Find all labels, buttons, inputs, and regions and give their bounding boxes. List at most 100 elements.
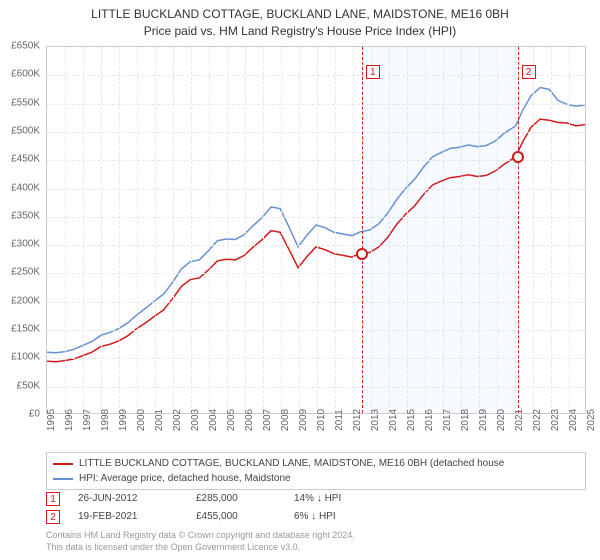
legend-row: LITTLE BUCKLAND COTTAGE, BUCKLAND LANE, …: [53, 456, 579, 471]
x-tick-label: 1997: [82, 409, 93, 431]
x-tick-label: 2001: [154, 409, 165, 431]
transaction-dot: [356, 248, 368, 260]
x-tick-label: 2004: [208, 409, 219, 431]
transaction-price: £285,000: [196, 490, 276, 508]
copyright-block: Contains HM Land Registry data © Crown c…: [46, 530, 355, 553]
grid-line-v: [173, 47, 174, 413]
x-tick-label: 2010: [316, 409, 327, 431]
title-line2: Price paid vs. HM Land Registry's House …: [0, 23, 600, 40]
x-tick-label: 2000: [136, 409, 147, 431]
y-tick-label: £100K: [11, 352, 40, 363]
legend-swatch: [53, 478, 73, 480]
y-axis: £0£50K£100K£150K£200K£250K£300K£350K£400…: [0, 46, 44, 414]
chart-container: LITTLE BUCKLAND COTTAGE, BUCKLAND LANE, …: [0, 0, 600, 560]
y-tick-label: £550K: [11, 97, 40, 108]
transaction-row: 1 26-JUN-2012 £285,000 14% ↓ HPI: [46, 490, 586, 508]
transaction-row: 2 19-FEB-2021 £455,000 6% ↓ HPI: [46, 508, 586, 526]
grid-line-v: [191, 47, 192, 413]
grid-line-v: [317, 47, 318, 413]
marker-line: [518, 47, 519, 413]
marker-label-box: 2: [522, 65, 536, 79]
transaction-diff: 6% ↓ HPI: [294, 508, 336, 526]
x-tick-label: 2016: [424, 409, 435, 431]
marker-line: [362, 47, 363, 413]
x-tick-label: 2023: [550, 409, 561, 431]
y-tick-label: £0: [29, 409, 40, 420]
grid-line-v: [569, 47, 570, 413]
transaction-date: 26-JUN-2012: [78, 490, 178, 508]
x-tick-label: 2014: [388, 409, 399, 431]
grid-line-v: [101, 47, 102, 413]
x-axis: 1995199619971998199920002001200220032004…: [46, 416, 586, 456]
x-tick-label: 2015: [406, 409, 417, 431]
transaction-diff: 14% ↓ HPI: [294, 490, 341, 508]
grid-line-v: [227, 47, 228, 413]
x-tick-label: 2018: [460, 409, 471, 431]
grid-line-v: [155, 47, 156, 413]
x-tick-label: 2024: [568, 409, 579, 431]
grid-line-v: [263, 47, 264, 413]
x-tick-label: 2005: [226, 409, 237, 431]
y-tick-label: £300K: [11, 239, 40, 250]
x-tick-label: 2021: [514, 409, 525, 431]
x-tick-label: 2002: [172, 409, 183, 431]
grid-line-v: [209, 47, 210, 413]
y-tick-label: £400K: [11, 182, 40, 193]
x-tick-label: 2022: [532, 409, 543, 431]
x-tick-label: 2017: [442, 409, 453, 431]
x-tick-label: 2003: [190, 409, 201, 431]
marker-label-box: 1: [366, 65, 380, 79]
grid-line-v: [335, 47, 336, 413]
legend-row: HPI: Average price, detached house, Maid…: [53, 471, 579, 486]
legend-label: HPI: Average price, detached house, Maid…: [79, 471, 291, 486]
x-tick-label: 2006: [244, 409, 255, 431]
x-tick-label: 1996: [64, 409, 75, 431]
title-line1: LITTLE BUCKLAND COTTAGE, BUCKLAND LANE, …: [0, 6, 600, 23]
grid-line-v: [353, 47, 354, 413]
grid-line-v: [245, 47, 246, 413]
x-tick-label: 1999: [118, 409, 129, 431]
transactions-table: 1 26-JUN-2012 £285,000 14% ↓ HPI 2 19-FEB-202…: [46, 490, 586, 526]
x-tick-label: 1995: [46, 409, 57, 431]
x-tick-label: 2019: [478, 409, 489, 431]
grid-line-v: [551, 47, 552, 413]
y-tick-label: £500K: [11, 125, 40, 136]
y-tick-label: £200K: [11, 295, 40, 306]
transaction-index-box: 2: [46, 510, 60, 524]
transaction-dot: [512, 151, 524, 163]
x-tick-label: 2009: [298, 409, 309, 431]
x-tick-label: 2007: [262, 409, 273, 431]
grid-line-v: [83, 47, 84, 413]
transaction-index-box: 1: [46, 492, 60, 506]
x-tick-label: 2008: [280, 409, 291, 431]
x-tick-label: 2025: [586, 409, 597, 431]
transaction-date: 19-FEB-2021: [78, 508, 178, 526]
grid-line-v: [65, 47, 66, 413]
x-tick-label: 2013: [370, 409, 381, 431]
y-tick-label: £600K: [11, 69, 40, 80]
y-tick-label: £450K: [11, 154, 40, 165]
y-tick-label: £350K: [11, 210, 40, 221]
copyright-line1: Contains HM Land Registry data © Crown c…: [46, 530, 355, 542]
shaded-region: [362, 47, 518, 413]
grid-line-v: [281, 47, 282, 413]
x-tick-label: 2020: [496, 409, 507, 431]
grid-line-v: [137, 47, 138, 413]
x-tick-label: 1998: [100, 409, 111, 431]
legend-box: LITTLE BUCKLAND COTTAGE, BUCKLAND LANE, …: [46, 452, 586, 490]
y-tick-label: £250K: [11, 267, 40, 278]
copyright-line2: This data is licensed under the Open Gov…: [46, 542, 355, 554]
legend-label: LITTLE BUCKLAND COTTAGE, BUCKLAND LANE, …: [79, 456, 504, 471]
transaction-price: £455,000: [196, 508, 276, 526]
x-tick-label: 2012: [352, 409, 363, 431]
title-block: LITTLE BUCKLAND COTTAGE, BUCKLAND LANE, …: [0, 0, 600, 40]
y-tick-label: £50K: [17, 380, 40, 391]
y-tick-label: £650K: [11, 41, 40, 52]
chart-plot-area: 12: [46, 46, 586, 414]
legend-swatch: [53, 463, 73, 465]
x-tick-label: 2011: [334, 409, 345, 431]
grid-line-v: [119, 47, 120, 413]
grid-line-v: [533, 47, 534, 413]
grid-line-v: [299, 47, 300, 413]
y-tick-label: £150K: [11, 324, 40, 335]
